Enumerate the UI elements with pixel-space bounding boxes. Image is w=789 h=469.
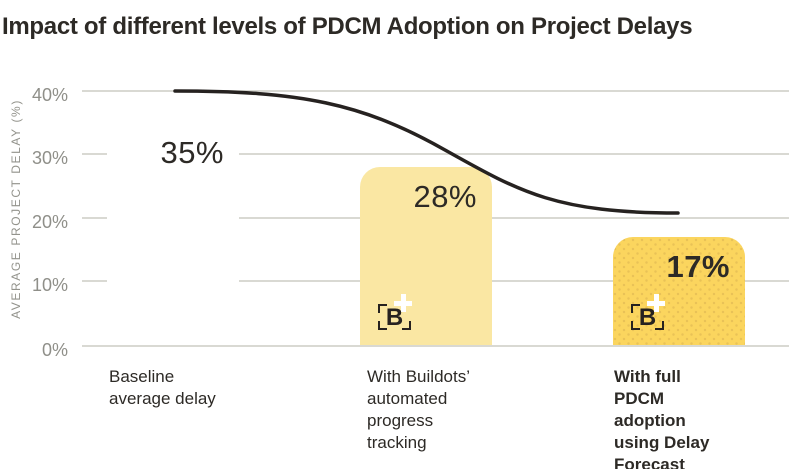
y-axis-label: AVERAGE PROJECT DELAY (%) bbox=[9, 99, 23, 319]
gridline-40 bbox=[82, 90, 789, 92]
y-tick-label: 0% bbox=[41, 340, 68, 360]
bar-value-label: 35% bbox=[160, 135, 224, 170]
plus-icon bbox=[394, 294, 412, 312]
bar-buildots-tracking: 28% B bbox=[360, 167, 492, 347]
logo-letter: B bbox=[385, 304, 404, 331]
bracket-frame-icon: B bbox=[631, 304, 664, 330]
x-axis-baseline bbox=[82, 345, 789, 347]
category-label-baseline: Baseline average delay bbox=[109, 367, 216, 408]
y-tick-label: 40% bbox=[31, 85, 68, 105]
buildots-logo-icon: B bbox=[631, 294, 665, 330]
y-tick-label: 30% bbox=[31, 148, 68, 168]
plus-icon bbox=[647, 294, 665, 312]
bracket-frame-icon: B bbox=[378, 304, 411, 330]
bar-full-pdcm-adoption: 17% B bbox=[613, 237, 745, 347]
y-tick-label: 10% bbox=[31, 275, 68, 295]
bar-baseline-delay: 35% bbox=[107, 123, 239, 347]
bar-value-label: 28% bbox=[413, 179, 477, 214]
chart-title: Impact of different levels of PDCM Adopt… bbox=[2, 13, 693, 40]
category-label-full-pdcm: With full PDCM adoption using Delay Fore… bbox=[614, 367, 710, 469]
category-label-buildots-tracking: With Buildots’ automated progress tracki… bbox=[367, 367, 470, 452]
bar-value-label: 17% bbox=[666, 249, 730, 284]
y-tick-label: 20% bbox=[31, 212, 68, 232]
logo-letter: B bbox=[638, 304, 657, 331]
buildots-logo-icon: B bbox=[378, 294, 412, 330]
